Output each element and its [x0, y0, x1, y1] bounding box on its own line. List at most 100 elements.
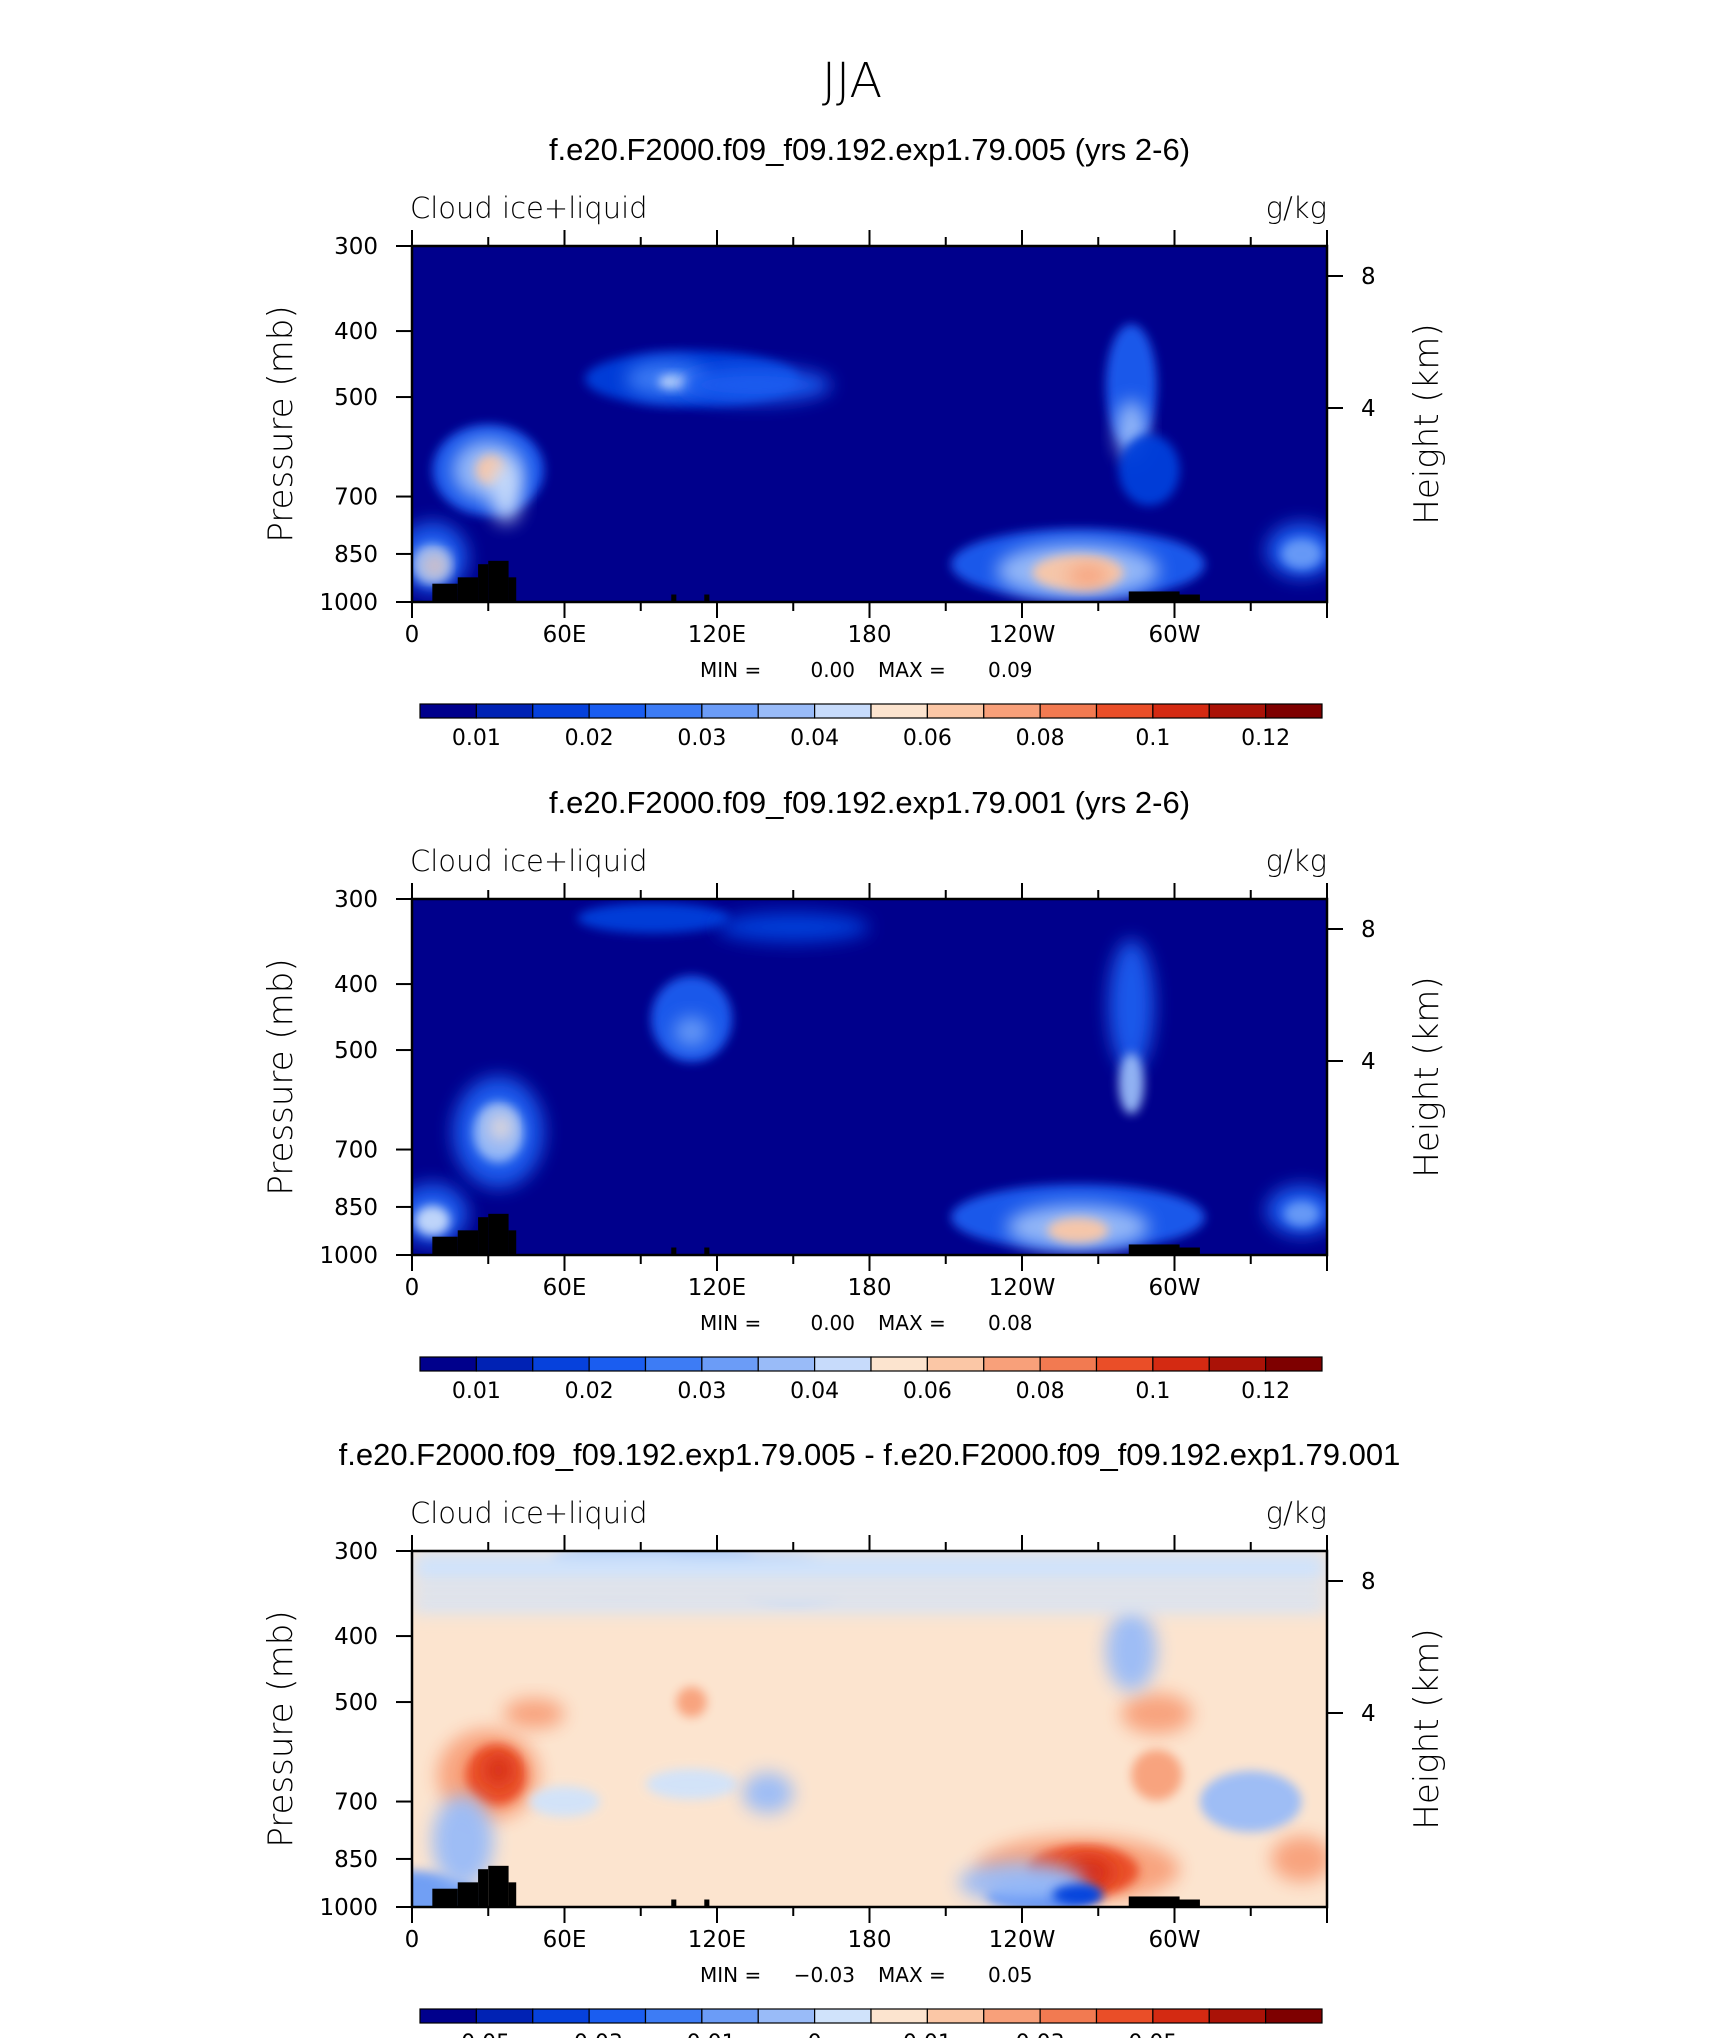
y-axis-right-title: Height (km)	[1407, 323, 1447, 524]
y-tick-label: 700	[334, 1790, 378, 1816]
contour-shade	[485, 1755, 512, 1786]
colorbar-swatch	[870, 1356, 928, 1372]
topography-block	[704, 594, 710, 602]
y-tick-label: 850	[334, 1195, 378, 1221]
colorbar-swatch	[870, 2008, 928, 2024]
topography-block	[457, 1882, 479, 1907]
y-tick-label: 400	[334, 1624, 378, 1650]
x-tick-label: 0	[405, 1275, 420, 1301]
colorbar-label: 0.04	[790, 726, 839, 751]
colorbar-swatch	[1152, 2008, 1210, 2024]
contour-shade	[1281, 538, 1322, 570]
y-tick-label: 500	[334, 1038, 378, 1064]
contour-shade	[1052, 1884, 1104, 1906]
height-tick-label: 8	[1361, 264, 1376, 290]
x-tick-label: 180	[848, 1275, 892, 1301]
x-tick-label: 120E	[688, 1275, 746, 1301]
colorbar-label: 0.01	[452, 726, 501, 751]
topography-block	[1169, 594, 1200, 602]
colorbar-swatch	[983, 2008, 1041, 2024]
panel-units: g/kg	[1266, 1496, 1327, 1530]
topography-block	[488, 1865, 509, 1907]
y-tick-label: 850	[334, 1847, 378, 1873]
y-axis-right-title: Height (km)	[1407, 1628, 1447, 1829]
contour-shade	[1105, 1609, 1157, 1692]
height-tick-label: 4	[1361, 396, 1376, 422]
colorbar-swatch	[1039, 1356, 1098, 1372]
x-tick-label: 120W	[989, 622, 1056, 648]
y-tick-label: 300	[334, 1539, 378, 1565]
topography-block	[1128, 1896, 1180, 1907]
contour-shade	[1067, 565, 1109, 586]
contour-shade	[528, 1786, 601, 1817]
colorbar-label: 0.02	[565, 726, 614, 751]
colorbar-swatch	[1039, 703, 1098, 719]
colorbar-label: 0.03	[677, 1379, 726, 1404]
colorbar-label: 0.1	[1135, 726, 1170, 751]
colorbar-swatch	[475, 2008, 534, 2024]
x-tick-label: 120E	[688, 622, 746, 648]
topography-block	[1169, 1899, 1200, 1907]
contour-shade	[503, 1698, 565, 1729]
height-tick-label: 4	[1361, 1049, 1376, 1075]
topography-block	[1128, 591, 1180, 602]
panel-units: g/kg	[1266, 191, 1327, 225]
panel-units: g/kg	[1266, 844, 1327, 878]
contour-shade	[490, 1114, 512, 1141]
contour-shade	[1047, 1217, 1109, 1244]
contour-shade	[414, 1205, 451, 1236]
x-tick-label: 180	[848, 622, 892, 648]
panel-title: f.e20.F2000.f09_f09.192.exp1.79.001 (yrs…	[549, 785, 1190, 820]
colorbar-label: 0.01	[452, 1379, 501, 1404]
topography-block	[508, 1882, 517, 1907]
colorbar-swatch	[1039, 2008, 1098, 2024]
y-tick-label: 850	[334, 542, 378, 568]
colorbar-swatch	[757, 1356, 816, 1372]
topography-block	[478, 1869, 489, 1907]
plot-background	[412, 899, 1327, 1255]
topography-block	[478, 1217, 489, 1255]
min-label: MIN =	[700, 1963, 761, 1987]
max-label: MAX =	[878, 1311, 946, 1335]
topography-block	[478, 564, 489, 602]
colorbar-swatch	[701, 703, 759, 719]
topography-block	[508, 1230, 517, 1255]
contour-field	[412, 902, 1327, 1255]
topography-block	[1128, 1244, 1180, 1255]
topography-block	[704, 1899, 710, 1907]
colorbar-label: 0.05	[1128, 2031, 1177, 2038]
colorbar-label: 0.1	[1135, 1379, 1170, 1404]
contour-shade	[1108, 939, 1155, 1072]
colorbar-swatch	[1095, 703, 1154, 719]
colorbar-swatch	[1265, 1356, 1323, 1372]
panel-3: f.e20.F2000.f09_f09.192.exp1.79.005 - f.…	[261, 1437, 1447, 2038]
colorbar-swatch	[701, 2008, 759, 2024]
x-tick-label: 60E	[543, 622, 587, 648]
max-label: MAX =	[878, 1963, 946, 1987]
contour-shade	[1199, 1771, 1302, 1833]
topography-block	[432, 1236, 458, 1255]
max-value: 0.08	[988, 1311, 1033, 1335]
colorbar-swatch	[475, 1356, 534, 1372]
colorbar-swatch	[1208, 1356, 1267, 1372]
colorbar-swatch	[588, 2008, 647, 2024]
panel-left-label: Cloud ice+liquid	[410, 191, 648, 225]
topography-block	[488, 1213, 509, 1255]
colorbar-swatch	[926, 1356, 985, 1372]
colorbar-swatch	[1152, 703, 1210, 719]
min-label: MIN =	[700, 658, 761, 682]
min-value: 0.00	[810, 658, 855, 682]
y-tick-label: 700	[334, 1138, 378, 1164]
colorbar-swatch	[926, 703, 985, 719]
colorbar-swatch	[1208, 2008, 1267, 2024]
max-value: 0.05	[988, 1963, 1033, 1987]
colorbar-swatch	[532, 1356, 590, 1372]
contour-shade	[432, 1795, 494, 1887]
x-tick-label: 180	[848, 1927, 892, 1953]
height-tick-label: 4	[1361, 1701, 1376, 1727]
y-tick-label: 500	[334, 385, 378, 411]
y-tick-label: 700	[334, 485, 378, 511]
panel-2: f.e20.F2000.f09_f09.192.exp1.79.001 (yrs…	[261, 785, 1447, 1404]
colorbar-label: 0.12	[1241, 726, 1290, 751]
topography-block	[671, 1247, 677, 1255]
